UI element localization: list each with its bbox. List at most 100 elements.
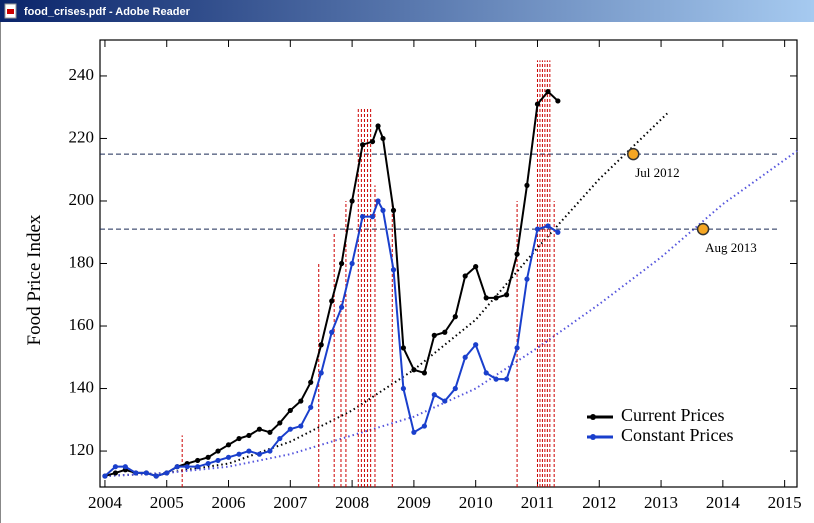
data-point — [483, 295, 489, 301]
data-point — [205, 454, 211, 460]
y-tick-label: 140 — [69, 377, 95, 396]
data-point — [421, 423, 428, 429]
data-point — [308, 379, 314, 385]
data-point — [174, 464, 180, 470]
annotation: Aug 2013 — [705, 240, 757, 255]
app-icon-mark — [7, 9, 14, 14]
data-point — [514, 251, 520, 257]
legend-swatch-dot — [590, 414, 596, 420]
data-point — [473, 264, 479, 270]
data-point — [524, 182, 530, 188]
data-point — [195, 457, 201, 464]
data-point — [122, 464, 128, 470]
x-tick-label: 2007 — [273, 493, 308, 512]
data-point — [462, 273, 468, 279]
data-point — [431, 332, 437, 338]
x-tick-label: 2004 — [88, 493, 123, 512]
data-point — [277, 435, 283, 442]
x-tick-label: 2012 — [582, 493, 616, 512]
trend-line — [104, 150, 798, 478]
data-point — [246, 432, 252, 439]
data-point — [236, 435, 242, 442]
series-line — [104, 198, 559, 478]
legend-label: Constant Prices — [621, 425, 734, 445]
data-point — [225, 454, 232, 460]
legend-swatch-dot — [590, 434, 596, 440]
data-point — [267, 429, 273, 435]
data-point — [143, 470, 149, 476]
data-point — [452, 314, 458, 320]
data-point — [514, 345, 520, 351]
data-point — [369, 138, 376, 145]
y-axis-label: Food Price Index — [24, 214, 45, 345]
data-point — [555, 229, 561, 235]
data-point — [442, 329, 448, 335]
data-point — [380, 207, 386, 213]
x-tick-label: 2014 — [706, 493, 741, 512]
data-point — [545, 223, 551, 229]
data-point — [380, 135, 386, 142]
data-point — [390, 207, 397, 213]
x-tick-label: 2015 — [768, 493, 802, 512]
data-point — [349, 260, 355, 267]
y-tick-label: 200 — [69, 190, 95, 209]
data-point — [205, 460, 211, 467]
data-point — [375, 123, 381, 129]
data-point — [524, 276, 530, 282]
data-point — [267, 448, 273, 454]
data-point — [483, 370, 489, 376]
crossing-marker — [627, 147, 640, 161]
data-point — [421, 370, 428, 376]
data-point — [473, 342, 479, 348]
data-point — [112, 470, 119, 476]
data-point — [442, 398, 448, 404]
data-point — [411, 367, 417, 373]
data-point — [400, 385, 406, 392]
x-tick-label: 2008 — [335, 493, 369, 512]
data-point — [287, 426, 293, 432]
x-tick-label: 2006 — [212, 493, 246, 512]
crossing-marker — [696, 222, 710, 236]
series-line — [104, 90, 559, 478]
data-point — [256, 451, 263, 457]
data-point — [375, 198, 381, 204]
data-point — [329, 329, 335, 335]
data-point — [400, 345, 406, 351]
data-point — [360, 142, 366, 148]
data-point — [329, 298, 335, 304]
data-point — [236, 451, 242, 457]
data-point — [534, 101, 541, 107]
data-point — [133, 470, 139, 476]
data-point — [298, 423, 304, 429]
x-tick-label: 2009 — [397, 493, 431, 512]
data-point — [390, 267, 397, 273]
data-point — [493, 376, 499, 382]
data-point — [308, 404, 314, 410]
data-point — [215, 457, 221, 464]
legend-label: Current Prices — [621, 405, 724, 425]
data-point — [534, 226, 541, 232]
data-point — [339, 260, 345, 267]
window-title: food_crises.pdf - Adobe Reader — [24, 6, 191, 18]
y-tick-label: 180 — [69, 252, 95, 271]
data-point — [153, 473, 159, 479]
data-point — [287, 407, 293, 414]
data-point — [360, 214, 366, 220]
x-tick-label: 2013 — [644, 493, 678, 512]
x-tick-label: 2005 — [150, 493, 184, 512]
data-point — [102, 473, 108, 479]
data-point — [411, 429, 417, 435]
data-point — [452, 385, 458, 392]
data-point — [369, 214, 376, 220]
trend-line — [104, 112, 668, 478]
data-point — [184, 464, 190, 470]
data-point — [225, 442, 232, 448]
data-point — [277, 420, 283, 426]
data-point — [298, 398, 304, 404]
data-point — [431, 392, 437, 398]
x-tick-label: 2011 — [521, 493, 554, 512]
data-point — [215, 448, 221, 454]
data-point — [112, 464, 119, 470]
data-point — [195, 464, 201, 470]
